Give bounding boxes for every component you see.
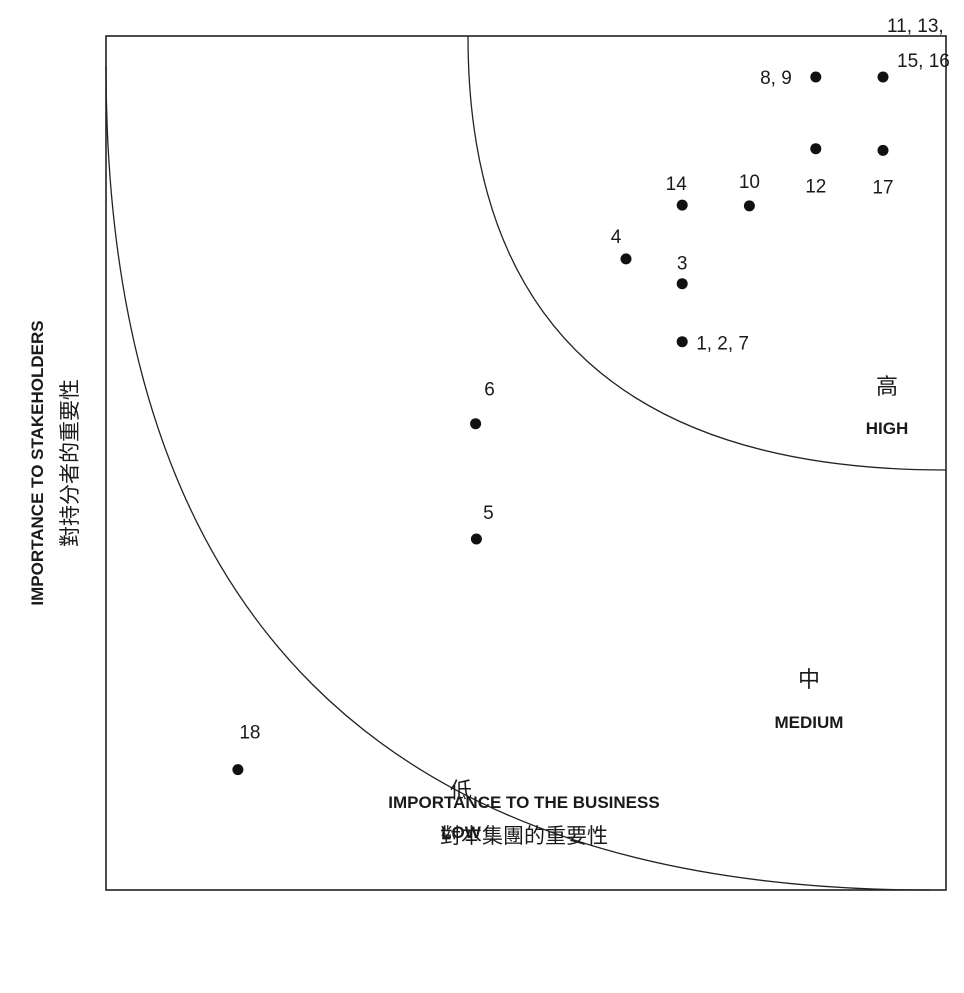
data-point-label: 18	[239, 723, 260, 744]
medium-high-boundary	[467, 35, 947, 471]
data-point	[620, 253, 632, 265]
data-point-label: 14	[666, 174, 688, 195]
data-point	[810, 71, 822, 83]
y-axis-label: IMPORTANCE TO STAKEHOLDERS	[28, 320, 47, 605]
data-point	[676, 199, 688, 211]
data-point-label: 11, 13,	[887, 16, 944, 37]
data-point	[743, 200, 755, 212]
data-point-label: 4	[611, 227, 622, 248]
zone-medium-label-cn: 中	[798, 668, 820, 693]
data-point-label: 6	[484, 380, 495, 401]
data-point-label: 12	[805, 177, 826, 198]
data-point-label: 15, 16	[897, 51, 950, 72]
zone-high-label-cn: 高	[876, 375, 898, 400]
data-point	[470, 533, 482, 545]
zone-medium-label-en: MEDIUM	[775, 713, 844, 732]
plot-frame	[105, 35, 947, 891]
data-point	[470, 418, 482, 430]
data-point-label: 17	[872, 177, 893, 198]
low-medium-boundary	[105, 65, 931, 891]
zone-low-label-en: LOW	[441, 823, 482, 842]
data-points: 11, 13, 15, 16 8, 9 12 17 14 10 4 3 1, 2, 7 6 5 18	[232, 16, 950, 776]
data-point	[676, 336, 688, 348]
data-point	[676, 278, 688, 290]
data-point-label: 1, 2, 7	[696, 334, 749, 355]
data-point	[877, 144, 889, 156]
data-point-label: 5	[483, 503, 494, 524]
x-axis-label: IMPORTANCE TO THE BUSINESS	[388, 793, 659, 812]
data-point	[810, 143, 822, 155]
data-point	[877, 71, 889, 83]
zone-high-label-en: HIGH	[866, 419, 909, 438]
data-point-label: 3	[677, 254, 688, 275]
x-axis-label-cn: 對本集團的重要性	[440, 824, 608, 848]
y-axis-label-cn: 對持分者的重要性	[58, 379, 82, 547]
data-point-label: 8, 9	[760, 68, 792, 89]
data-point	[232, 764, 244, 776]
zone-low-label-cn: 低	[450, 779, 472, 804]
data-point-label: 10	[739, 172, 760, 193]
